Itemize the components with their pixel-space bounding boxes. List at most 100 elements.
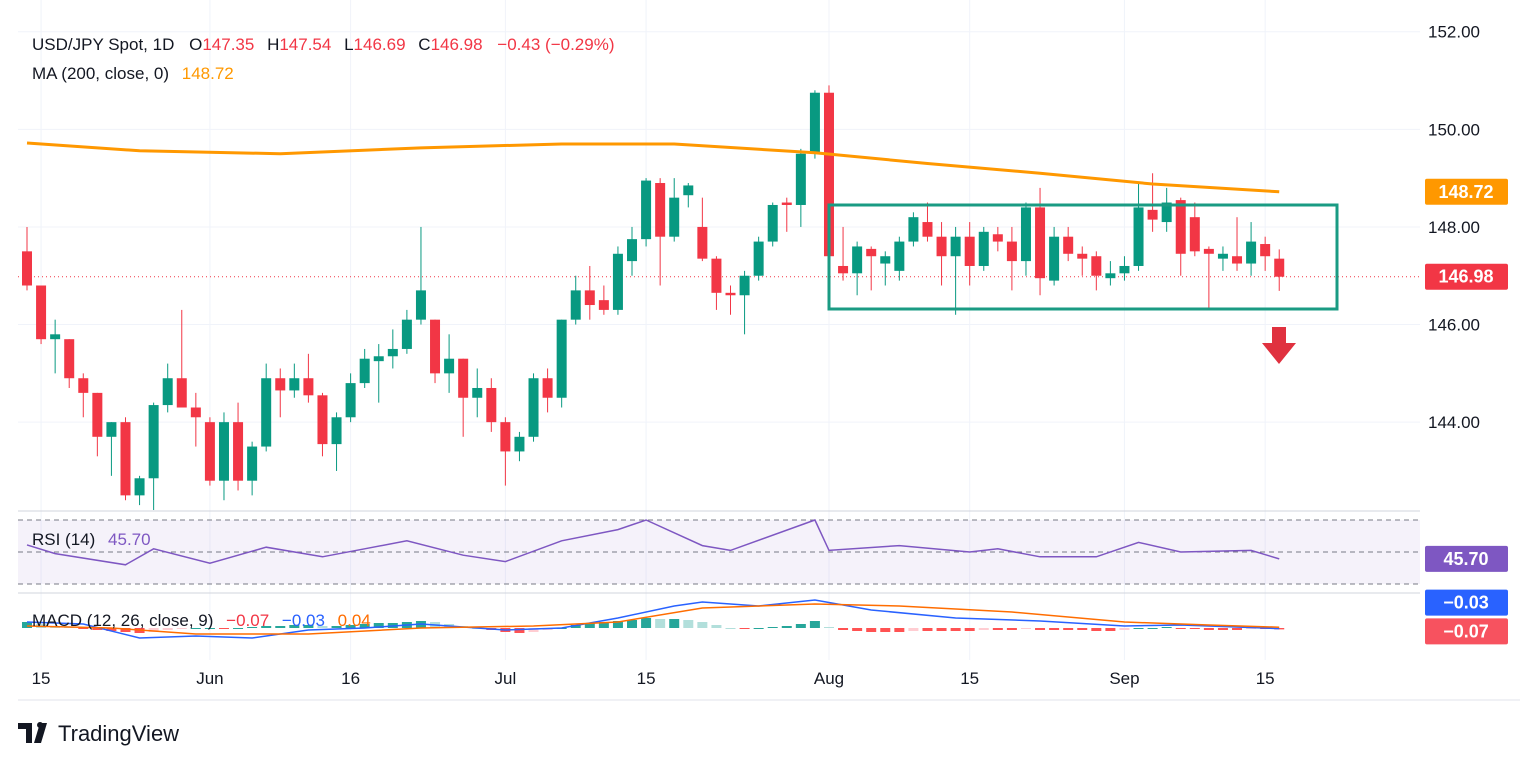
macd-histogram-bar (809, 621, 820, 628)
candle-body (612, 253, 623, 310)
candle-body (303, 378, 314, 396)
signal-value: 0.04 (338, 611, 371, 630)
macd-histogram-bar (233, 628, 244, 629)
macd-histogram-bar (1105, 628, 1116, 631)
candle-body (908, 217, 919, 242)
last-price-label-box (1425, 263, 1508, 290)
candle-body (458, 358, 469, 398)
candle-body (922, 222, 933, 237)
macd-histogram-bar (823, 627, 834, 628)
macd-histogram-bar (1274, 628, 1285, 630)
macd-histogram-bar (767, 627, 778, 628)
hist-value: −0.07 (226, 611, 269, 630)
macd-histogram-bar (683, 620, 694, 628)
candle-body (753, 241, 764, 276)
candle-body (50, 334, 61, 340)
macd-histogram-bar (176, 628, 187, 629)
candle-body (289, 378, 300, 391)
candle-body (22, 251, 32, 286)
candle-body (866, 248, 877, 257)
rsi-price-label: 45.70 (1443, 549, 1488, 569)
macd-histogram-bar (1119, 628, 1130, 630)
candle-body (936, 236, 947, 257)
macd-histogram-bar (162, 628, 173, 630)
candle-body (1274, 258, 1285, 277)
ohlc-value: 146.98 (431, 35, 483, 54)
x-tick-label: 15 (32, 669, 51, 688)
macd-histogram-bar (345, 625, 356, 628)
candle-body (162, 378, 173, 406)
macd-histogram-bar (106, 628, 117, 631)
candle-body (1091, 256, 1102, 276)
candle-body (1133, 207, 1144, 266)
y-tick-label: 144.00 (1428, 413, 1480, 432)
rsi-line (26, 519, 1280, 566)
macd-histogram-bar (739, 628, 750, 629)
plot (18, 85, 1420, 639)
logo-icon (18, 722, 47, 743)
y-tick-label: 152.00 (1428, 23, 1480, 42)
candle-body (401, 319, 412, 349)
candle-body (1063, 236, 1074, 254)
candle-body (247, 446, 258, 481)
candle-body (1260, 244, 1271, 257)
candle-body (739, 275, 750, 296)
macd-histogram-bar (247, 627, 258, 628)
x-tick-label: Jun (196, 669, 223, 688)
rsi-name: RSI (14) (32, 530, 95, 549)
macd-histogram-bar (936, 628, 947, 631)
ma-price-label: 148.72 (1438, 182, 1493, 202)
macd-histogram-bar (992, 628, 1003, 630)
macd-histogram-bar (1203, 628, 1214, 630)
macd-histogram-bar (753, 628, 764, 629)
candle-body (1049, 236, 1060, 281)
candle-body (233, 422, 244, 481)
macd-histogram-bar (852, 628, 863, 631)
candle-body (570, 290, 581, 320)
candle-body (809, 92, 820, 154)
macd-histogram-bar (204, 628, 215, 629)
ohlc-key: O (189, 35, 202, 54)
candle-body (992, 234, 1003, 242)
ohlc-key: H (267, 35, 279, 54)
candle-body (1105, 273, 1116, 279)
candle-body (317, 395, 328, 445)
macd-histogram-bar (669, 619, 680, 628)
macd-histogram-bar (1217, 628, 1228, 630)
candle-body (880, 256, 891, 264)
macd-histogram-bar (120, 628, 131, 632)
macd-histogram-bar (697, 622, 708, 628)
macd-histogram-bar (1063, 628, 1074, 630)
candle-body (78, 378, 89, 393)
y-tick-label: 148.00 (1428, 218, 1480, 237)
macd-histogram-bar (1006, 628, 1017, 630)
ma-name: MA (200, close, 0) (32, 64, 169, 83)
macd-histogram-bar (1189, 628, 1200, 629)
candle-body (1189, 217, 1200, 252)
ma-line (26, 141, 1280, 194)
candle-body (781, 202, 792, 205)
candle-body (359, 358, 370, 384)
candle-body (584, 290, 595, 306)
rsi-legend: RSI (14) 45.70 (32, 530, 151, 549)
macd-histogram-bar (1020, 628, 1031, 629)
candle-body (950, 236, 961, 257)
x-tick-label: 15 (637, 669, 656, 688)
x-tick-label: Aug (814, 669, 844, 688)
candle-body (430, 319, 441, 374)
macd-histogram-bar (317, 626, 328, 628)
candle-body (92, 392, 103, 437)
hist-price-label-box (1425, 618, 1508, 645)
candle-body (1119, 265, 1130, 274)
macd-price-label: −0.03 (1443, 593, 1489, 613)
macd-histogram-bar (218, 628, 229, 629)
macd-histogram-bar (894, 628, 905, 632)
candle-body (176, 378, 187, 408)
candle-body (1175, 200, 1186, 254)
macd-price-label-box (1425, 589, 1508, 616)
candle-body (472, 387, 483, 398)
candle-body (1006, 241, 1017, 262)
signal-line (26, 603, 1280, 635)
candle-body (1035, 207, 1046, 279)
ohlc-key: C (418, 35, 430, 54)
